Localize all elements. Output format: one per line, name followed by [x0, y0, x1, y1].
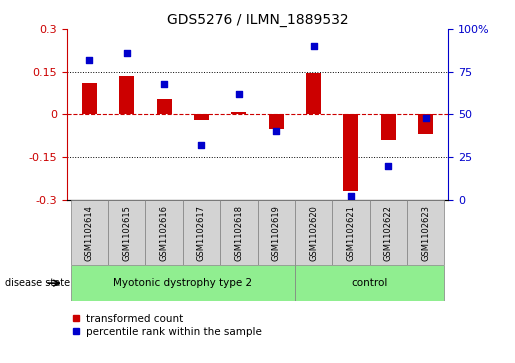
Title: GDS5276 / ILMN_1889532: GDS5276 / ILMN_1889532	[167, 13, 348, 26]
Point	[310, 43, 318, 49]
Text: GSM1102617: GSM1102617	[197, 205, 206, 261]
Text: GSM1102615: GSM1102615	[122, 205, 131, 261]
Bar	[269, 114, 284, 129]
Bar	[82, 83, 97, 114]
Point	[235, 91, 243, 97]
Text: GSM1102619: GSM1102619	[272, 205, 281, 261]
Bar	[370, 200, 407, 265]
Bar	[258, 200, 295, 265]
Text: GSM1102614: GSM1102614	[85, 205, 94, 261]
Bar	[407, 200, 444, 265]
Text: GSM1102616: GSM1102616	[160, 205, 168, 261]
Bar	[145, 200, 183, 265]
Text: control: control	[351, 278, 388, 288]
Legend: transformed count, percentile rank within the sample: transformed count, percentile rank withi…	[72, 314, 262, 337]
Bar	[418, 114, 433, 134]
Bar	[306, 73, 321, 114]
Point	[272, 129, 280, 134]
Text: GSM1102623: GSM1102623	[421, 205, 430, 261]
Bar	[231, 111, 246, 114]
Bar	[119, 76, 134, 114]
Text: Myotonic dystrophy type 2: Myotonic dystrophy type 2	[113, 278, 252, 288]
Text: GSM1102618: GSM1102618	[234, 205, 243, 261]
Text: GSM1102621: GSM1102621	[347, 205, 355, 261]
Bar	[108, 200, 145, 265]
Bar	[157, 99, 171, 114]
Bar	[295, 200, 332, 265]
Bar	[344, 114, 358, 191]
Bar	[332, 200, 370, 265]
Bar	[183, 200, 220, 265]
Text: GSM1102620: GSM1102620	[309, 205, 318, 261]
Point	[85, 57, 94, 63]
Bar	[381, 114, 396, 140]
Bar	[71, 200, 108, 265]
Text: disease state: disease state	[5, 278, 70, 288]
Bar	[194, 114, 209, 120]
Point	[123, 50, 131, 56]
Bar	[71, 265, 295, 301]
Point	[384, 163, 392, 168]
Point	[197, 142, 205, 148]
Bar	[295, 265, 444, 301]
Point	[347, 193, 355, 199]
Bar	[220, 200, 258, 265]
Text: GSM1102622: GSM1102622	[384, 205, 393, 261]
Point	[421, 115, 430, 121]
Point	[160, 81, 168, 86]
